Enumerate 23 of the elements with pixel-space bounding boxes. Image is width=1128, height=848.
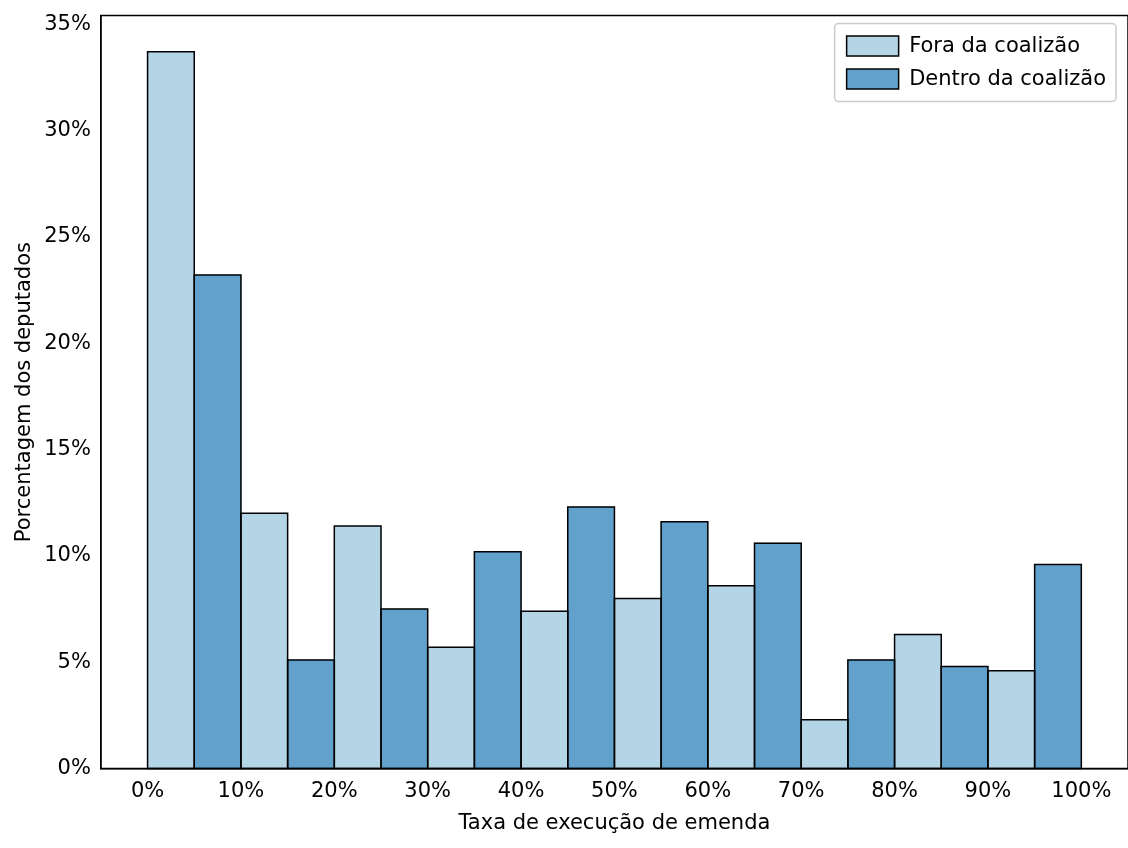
y-tick-label: 10% [44, 542, 91, 567]
x-axis-title: Taxa de execução de emenda [457, 809, 771, 834]
x-tick-label: 0% [130, 777, 165, 802]
legend-label: Dentro da coalizão [909, 65, 1106, 90]
x-tick-label: 60% [684, 777, 732, 802]
x-tick-label: 10% [217, 777, 265, 802]
x-tick-label: 20% [310, 777, 358, 802]
y-tick-label: 0% [57, 755, 91, 780]
y-tick-label: 25% [44, 223, 91, 248]
y-tick-label: 35% [44, 10, 91, 35]
x-tick-label: 80% [871, 777, 918, 802]
x-tick-label: 30% [404, 777, 452, 802]
x-tick-label: 100% [1051, 777, 1112, 802]
y-tick-label: 15% [44, 435, 91, 460]
y-tick-label: 20% [44, 329, 91, 354]
x-tick-label: 50% [591, 777, 638, 802]
x-tick-label: 70% [777, 777, 825, 802]
y-tick-label: 5% [57, 648, 91, 673]
x-tick-label: 90% [964, 777, 1012, 802]
x-tick-label: 40% [497, 777, 545, 802]
legend-label: Fora da coalizão [909, 32, 1081, 57]
y-tick-label: 30% [44, 116, 91, 141]
y-axis-title: Porcentagem dos deputados [11, 242, 36, 543]
